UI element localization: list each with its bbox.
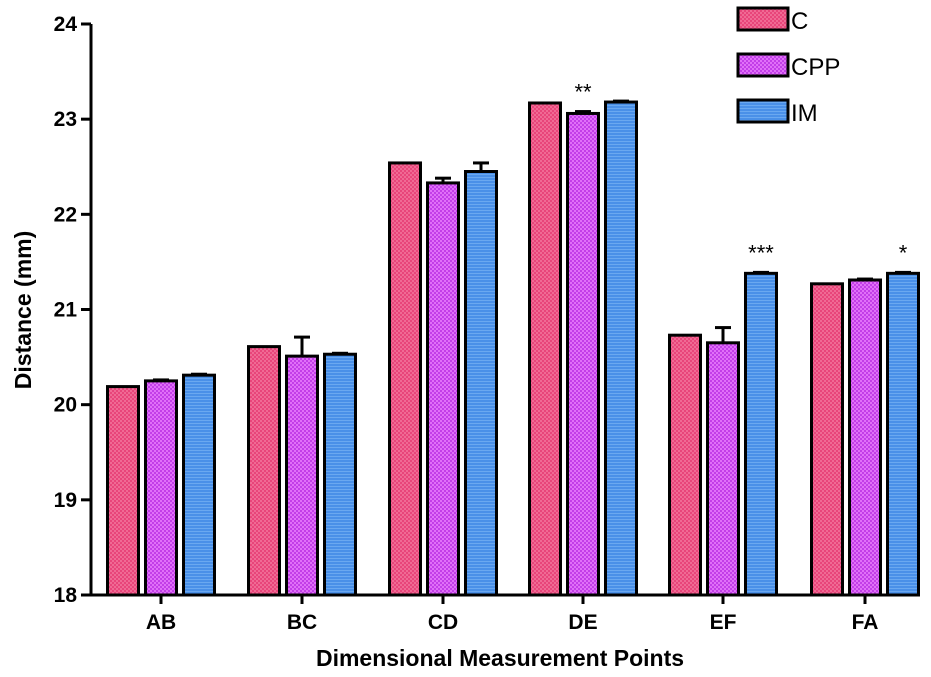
y-tick-label: 24 <box>54 13 78 36</box>
legend: C CPP IM <box>736 6 840 127</box>
x-axis-title: Dimensional Measurement Points <box>316 645 684 671</box>
bar-c-bc <box>247 345 281 597</box>
legend-label-im: IM <box>791 100 818 127</box>
error-bars-layer <box>153 99 911 382</box>
x-tick-label: CD <box>428 611 458 634</box>
significance-marker: * <box>899 240 908 265</box>
bar-im-cd <box>464 170 498 597</box>
y-tick-label: 19 <box>54 489 77 512</box>
bar-c-fa <box>810 282 844 597</box>
bar-im-ef <box>744 271 778 597</box>
bar-cpp-cd <box>426 181 460 597</box>
bar-cpp-ef <box>706 341 740 597</box>
legend-label-cpp: CPP <box>791 54 840 81</box>
x-tick-label: DE <box>568 611 597 634</box>
bar-cpp-de <box>566 111 600 597</box>
bar-c-ef <box>668 333 702 597</box>
legend-swatch-c <box>736 6 790 32</box>
x-tick-label: EF <box>710 611 737 634</box>
y-tick-label: 23 <box>54 108 77 131</box>
legend-swatch-cpp <box>736 52 790 78</box>
x-tick-label: AB <box>146 611 176 634</box>
y-tick-label: 21 <box>54 299 78 322</box>
bars-layer <box>106 100 920 597</box>
bar-im-bc <box>323 352 357 597</box>
bar-c-ab <box>106 385 140 597</box>
x-tick-label: BC <box>287 611 317 634</box>
significance-marker: *** <box>748 240 774 265</box>
legend-label-c: C <box>791 8 808 35</box>
significance-layer: ***** * <box>574 80 907 266</box>
bar-im-fa <box>886 271 920 597</box>
bar-im-ab <box>182 373 216 597</box>
bar-c-de <box>528 101 562 597</box>
y-tick-label: 18 <box>54 584 78 607</box>
y-tick-label: 20 <box>54 394 77 417</box>
bar-cpp-ab <box>144 379 178 597</box>
x-ticks: AB BC CD DE EF FA <box>146 595 879 634</box>
y-ticks: 18 19 20 21 22 23 24 <box>54 13 91 607</box>
legend-swatch-im <box>736 98 790 124</box>
bar-im-de <box>604 100 638 597</box>
y-tick-label: 22 <box>54 203 77 226</box>
bar-cpp-fa <box>848 278 882 597</box>
x-tick-label: FA <box>852 611 879 634</box>
bar-c-cd <box>388 161 422 597</box>
significance-marker: ** <box>574 80 592 105</box>
y-axis-title: Distance (mm) <box>10 231 36 389</box>
bar-cpp-bc <box>285 354 319 597</box>
